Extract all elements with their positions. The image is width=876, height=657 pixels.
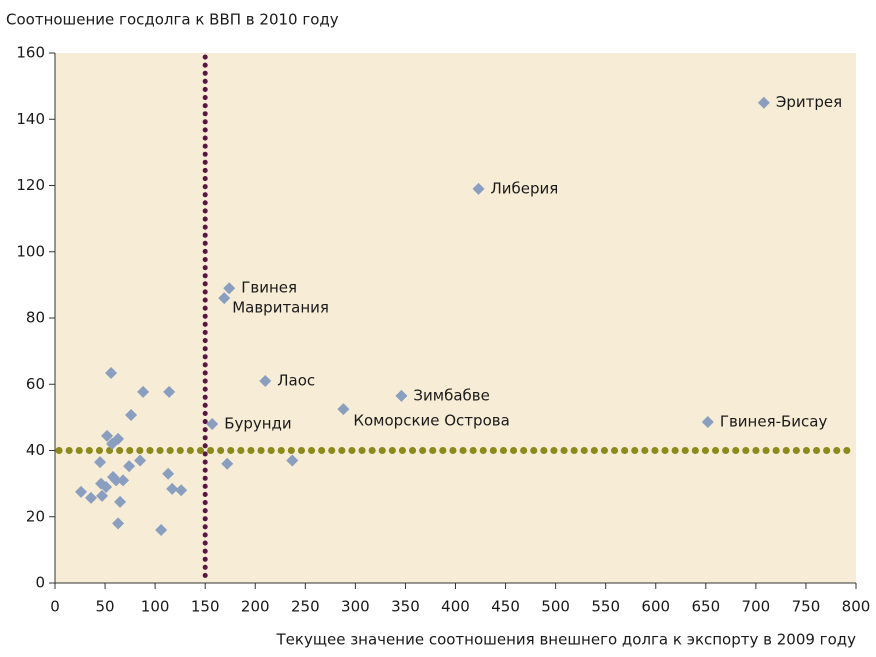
point-label: Лаос [277, 371, 315, 389]
point [117, 474, 130, 487]
chart-title: Соотношение госдолга к ВВП в 2010 году [6, 11, 339, 29]
point-label: Эритрея [776, 93, 842, 111]
x-tick-label: 450 [491, 598, 520, 616]
point [125, 409, 138, 422]
point-label: Бурунди [224, 415, 291, 433]
point-label: Зимбабве [413, 386, 489, 404]
x-tick-label: 500 [541, 598, 570, 616]
y-tick-label: 0 [35, 574, 45, 592]
point-label: Гвинея-Бисау [720, 413, 828, 431]
point [221, 457, 234, 470]
point [105, 366, 118, 379]
x-tick-label: 150 [191, 598, 220, 616]
y-tick-label: 140 [16, 110, 45, 128]
point [337, 403, 350, 416]
point [218, 292, 231, 305]
x-tick-label: 250 [291, 598, 320, 616]
y-tick-label: 120 [16, 176, 45, 194]
y-tick-label: 40 [26, 441, 45, 459]
point [286, 454, 299, 467]
point [472, 182, 485, 195]
y-tick-label: 20 [26, 507, 45, 525]
x-axis-label: Текущее значение соотношения внешнего до… [276, 631, 857, 649]
point [106, 437, 119, 450]
point [223, 282, 236, 295]
point [114, 495, 127, 508]
x-tick-label: 0 [50, 598, 60, 616]
y-tick-label: 60 [26, 375, 45, 393]
point [101, 429, 114, 442]
x-tick-label: 800 [842, 598, 871, 616]
plot-area [55, 53, 856, 583]
x-tick-label: 700 [742, 598, 771, 616]
point [134, 454, 147, 467]
x-tick-label: 100 [141, 598, 170, 616]
point [100, 480, 113, 493]
point [94, 456, 107, 469]
x-tick-label: 300 [341, 598, 370, 616]
point [701, 416, 714, 429]
x-tick-label: 400 [441, 598, 470, 616]
x-tick-label: 600 [641, 598, 670, 616]
point [110, 474, 123, 487]
point-label: Гвинея [241, 279, 297, 297]
y-tick-label: 160 [16, 44, 45, 62]
point [96, 489, 109, 502]
x-tick-label: 650 [691, 598, 720, 616]
x-tick-label: 750 [792, 598, 821, 616]
point [395, 389, 408, 402]
point [112, 517, 125, 530]
point [206, 418, 219, 430]
point [175, 484, 188, 497]
point-label: Либерия [491, 179, 559, 197]
y-tick-label: 100 [16, 242, 45, 260]
x-tick-label: 50 [96, 598, 115, 616]
point [155, 524, 168, 536]
x-tick-label: 350 [391, 598, 420, 616]
point [162, 467, 175, 480]
point [75, 485, 88, 498]
point [85, 491, 98, 504]
point-label: Коморские Острова [353, 412, 509, 430]
y-tick-label: 80 [26, 309, 45, 327]
point [259, 374, 272, 387]
point [757, 96, 770, 109]
point [123, 460, 136, 473]
point [166, 482, 179, 495]
point [137, 385, 150, 398]
point [163, 385, 176, 398]
x-tick-label: 550 [591, 598, 620, 616]
x-tick-label: 200 [241, 598, 270, 616]
point-label: Мавритания [232, 299, 329, 317]
